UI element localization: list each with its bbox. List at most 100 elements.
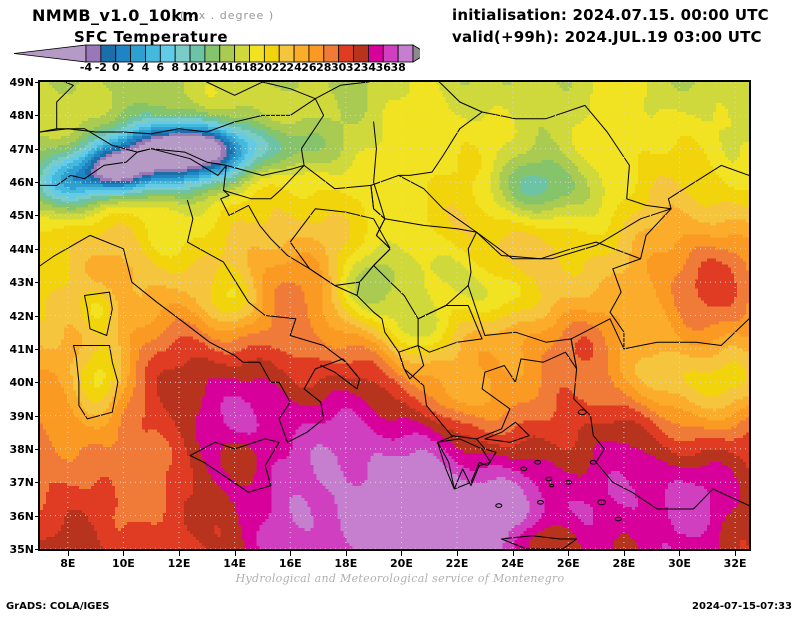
x-tick-mark: [679, 551, 681, 556]
x-tick-mark: [401, 551, 403, 556]
y-tick-label: 37N: [9, 476, 34, 490]
colorbar-swatch: [85, 44, 102, 63]
colorbar-swatch: [382, 44, 399, 63]
island-outline: [545, 476, 553, 482]
x-tick-label: 10E: [111, 557, 135, 570]
x-tick-label: 26E: [556, 557, 580, 570]
x-tick-mark: [234, 551, 236, 556]
y-tick-label: 45N: [9, 209, 34, 223]
y-tick-mark: [35, 482, 40, 484]
temperature-field: [40, 82, 749, 549]
y-tick-label: 47N: [9, 142, 34, 156]
colorbar-tick-label: 24: [286, 61, 302, 72]
colorbar-swatch: [189, 44, 206, 63]
colorbar-tick-label: 8: [171, 61, 179, 72]
x-tick-mark: [67, 551, 69, 556]
colorbar-swatch: [174, 44, 191, 63]
colorbar-swatch: [278, 44, 295, 63]
coast-black-sea: [623, 318, 749, 350]
border-macedonia: [417, 305, 483, 353]
island-outline: [520, 466, 528, 472]
x-tick-label: 18E: [334, 557, 358, 570]
y-tick-label: 48N: [9, 109, 34, 123]
y-tick-mark: [35, 215, 40, 217]
border-turkey-greece: [570, 318, 625, 370]
temperature-map: [38, 80, 751, 551]
x-tick-mark: [512, 551, 514, 556]
y-tick-mark: [35, 515, 40, 517]
coast-sardinia: [72, 345, 119, 420]
colorbar-swatch: [293, 44, 310, 63]
colorbar-swatch: [397, 44, 414, 63]
river-danube: [373, 121, 672, 260]
colorbar-tick-label: 18: [242, 61, 257, 72]
colorbar-swatch: [115, 44, 131, 63]
x-tick-label: 14E: [223, 557, 247, 570]
model-units-label: ( . x . degree ): [180, 9, 275, 22]
y-tick-label: 36N: [9, 509, 34, 523]
x-tick-label: 16E: [278, 557, 302, 570]
colorbar-tick-label: 28: [316, 61, 331, 72]
y-tick-mark: [35, 248, 40, 250]
border-austria-hungary: [40, 98, 325, 176]
x-tick-label: 22E: [445, 557, 469, 570]
initialisation-label: initialisation: 2024.07.15. 00:00 UTC: [452, 6, 769, 24]
x-tick-mark: [457, 551, 459, 556]
colorbar-swatch: [219, 44, 236, 63]
credit-label: Hydrological and Meteorological service …: [235, 572, 565, 585]
y-tick-label: 40N: [9, 376, 34, 390]
island-outline: [537, 500, 544, 505]
y-tick-mark: [35, 115, 40, 117]
coast-corsica: [84, 291, 113, 336]
x-tick-label: 30E: [668, 557, 691, 570]
y-tick-label: 49N: [9, 76, 34, 89]
colorbar-tick-label: 34: [361, 61, 377, 72]
colorbar-swatch: [234, 44, 250, 63]
model-name-label: NMMB_v1.0_10km: [32, 6, 200, 25]
x-tick-label: 8E: [60, 557, 76, 570]
x-tick-mark: [623, 551, 625, 556]
colorbar-tick-label: 0: [112, 61, 120, 72]
colorbar-swatch: [353, 44, 369, 63]
colorbar-tick-label: 36: [376, 61, 392, 72]
colorbar-tick-label: 14: [212, 61, 228, 72]
x-tick-mark: [290, 551, 292, 556]
temperature-colorbar: -4 -2 0 2 4 6 8 10 12 14 16 18 20 22 24 26 28 30 32 34 36 38: [0, 42, 420, 72]
colorbar-tick-label: -2: [95, 61, 107, 72]
field-name-label: SFC Temperature: [74, 28, 229, 46]
y-tick-mark: [35, 315, 40, 317]
border-france-germany: [56, 82, 74, 130]
island-outline: [495, 503, 503, 508]
coast-euboea: [484, 421, 530, 443]
y-tick-label: 46N: [9, 176, 34, 190]
island-outline: [534, 460, 542, 465]
border-albania-greece: [398, 345, 425, 380]
colorbar-tick-label: -4: [80, 61, 93, 72]
colorbar-swatch: [204, 44, 221, 63]
y-tick-mark: [35, 382, 40, 384]
border-czech: [205, 82, 316, 100]
x-tick-label: 12E: [167, 557, 191, 570]
y-tick-label: 43N: [9, 276, 34, 290]
colorbar-swatch: [100, 44, 117, 63]
valid-time-label: valid(+99h): 2024.JUL.19 03:00 UTC: [452, 28, 762, 46]
colorbar-swatch: [145, 44, 161, 63]
x-tick-label: 28E: [612, 557, 636, 570]
y-tick-mark: [35, 415, 40, 417]
y-tick-mark: [35, 448, 40, 450]
colorbar-swatch: [130, 44, 146, 63]
colorbar-tick-label: 26: [301, 61, 317, 72]
coast-crete: [501, 535, 578, 549]
colorbar-tick-label: 38: [390, 61, 405, 72]
colorbar-tick-label: 16: [227, 61, 243, 72]
y-tick-mark: [35, 82, 40, 83]
coast-sicily: [189, 438, 280, 493]
y-tick-mark: [35, 282, 40, 284]
map-gridlines: [40, 82, 749, 549]
y-tick-mark: [35, 182, 40, 184]
island-outline: [549, 483, 555, 488]
colorbar-swatch: [323, 44, 340, 63]
colorbar-tick-label: 4: [142, 61, 150, 72]
colorbar-swatch: [338, 44, 354, 63]
x-tick-mark: [735, 551, 737, 556]
